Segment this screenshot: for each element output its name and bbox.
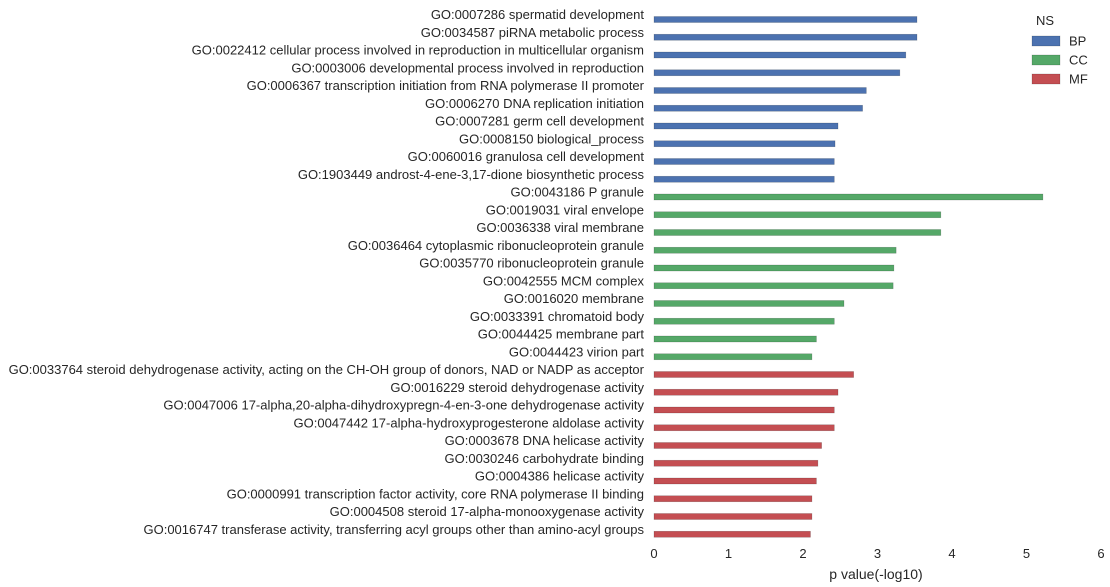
bars-layer — [653, 16, 1044, 538]
category-label: GO:0036464 cytoplasmic ribonucleoprotein… — [348, 238, 644, 253]
category-label: GO:0000991 transcription factor activity… — [227, 486, 644, 501]
category-label: GO:0047006 17-alpha,20-alpha-dihydroxypr… — [163, 398, 644, 413]
x-tick-label: 5 — [1023, 546, 1030, 561]
bar-mf — [653, 442, 822, 449]
category-label: GO:0003678 DNA helicase activity — [445, 433, 645, 448]
category-label: GO:0007281 germ cell development — [435, 114, 644, 129]
legend-label: MF — [1069, 72, 1088, 87]
category-label: GO:0060016 granulosa cell development — [408, 149, 645, 164]
bar-cc — [653, 353, 813, 361]
bar-cc — [653, 211, 942, 219]
x-axis-label: p value(-log10) — [829, 566, 922, 582]
bar-cc — [653, 264, 895, 272]
bar-mf — [653, 477, 817, 485]
category-label: GO:0022412 cellular process involved in … — [192, 43, 644, 58]
x-tick-label: 6 — [1097, 546, 1104, 561]
category-label: GO:0034587 piRNA metabolic process — [421, 25, 645, 40]
category-label: GO:0044423 virion part — [509, 344, 645, 359]
category-label: GO:0047442 17-alpha-hydroxyprogesterone … — [294, 415, 645, 430]
bar-bp — [653, 16, 918, 23]
category-label: GO:0043186 P granule — [511, 185, 644, 200]
bar-mf — [653, 459, 819, 467]
bar-bp — [653, 87, 867, 94]
category-label: GO:0030246 carbohydrate binding — [445, 451, 644, 466]
category-labels: GO:0007286 spermatid development GO:00345… — [9, 7, 645, 537]
category-label: GO:0003006 developmental process involve… — [291, 60, 644, 75]
category-label: GO:0016229 steroid dehydrogenase activit… — [390, 380, 644, 395]
bar-mf — [653, 495, 813, 503]
legend-swatch-bp — [1031, 35, 1061, 47]
x-tick-label: 3 — [874, 546, 881, 561]
bar-bp — [653, 33, 918, 41]
category-label: GO:0016747 transferase activity, transfe… — [143, 522, 644, 537]
bar-bp — [653, 69, 901, 77]
x-tick-label: 0 — [650, 546, 657, 561]
category-label: GO:0042555 MCM complex — [483, 273, 645, 288]
category-label: GO:0016020 membrane — [504, 291, 644, 306]
x-tick-label: 1 — [725, 546, 732, 561]
legend-swatch-cc — [1031, 54, 1061, 66]
bar-bp — [653, 122, 839, 130]
bar-mf — [653, 388, 839, 396]
category-label: GO:0006270 DNA replication initiation — [425, 96, 644, 111]
bar-bp — [653, 104, 863, 112]
bar-mf — [653, 513, 813, 520]
x-tick-label: 4 — [948, 546, 955, 561]
bar-cc — [653, 246, 897, 254]
x-tick-label: 2 — [799, 546, 806, 561]
category-label: GO:0007286 spermatid development — [431, 7, 645, 22]
category-label: GO:1903449 androst-4-ene-3,17-dione bios… — [298, 167, 645, 182]
bar-cc — [653, 229, 942, 236]
bar-cc — [653, 300, 845, 307]
category-label: GO:0006367 transcription initiation from… — [247, 78, 645, 93]
bar-mf — [653, 371, 854, 378]
bar-bp — [653, 175, 835, 183]
bar-bp — [653, 158, 835, 165]
legend-label: BP — [1069, 34, 1086, 49]
category-label: GO:0033764 steroid dehydrogenase activit… — [9, 362, 645, 377]
bar-bp — [653, 51, 907, 59]
bar-mf — [653, 406, 835, 414]
bar-mf — [653, 424, 835, 432]
category-label: GO:0019031 viral envelope — [486, 202, 644, 217]
category-label: GO:0004386 helicase activity — [475, 469, 645, 484]
bar-mf — [653, 530, 811, 538]
bar-cc — [653, 282, 894, 290]
category-label: GO:0035770 ribonucleoprotein granule — [419, 256, 644, 271]
category-label: GO:0033391 chromatoid body — [470, 309, 645, 324]
legend-title: NS — [1036, 13, 1054, 28]
legend-swatch-mf — [1031, 73, 1061, 85]
category-label: GO:0008150 biological_process — [459, 131, 645, 146]
category-label: GO:0044425 membrane part — [478, 327, 645, 342]
legend: NS BP CC MF — [1031, 13, 1088, 87]
bar-cc — [653, 317, 835, 325]
category-label: GO:0036338 viral membrane — [476, 220, 644, 235]
category-label: GO:0004508 steroid 17-alpha-monooxygenas… — [330, 504, 645, 519]
bar-cc — [653, 335, 817, 343]
x-axis-ticks: 0 1 2 3 4 5 6 — [650, 546, 1104, 561]
bar-cc — [653, 193, 1044, 201]
legend-label: CC — [1069, 53, 1088, 68]
bar-bp — [653, 140, 836, 148]
